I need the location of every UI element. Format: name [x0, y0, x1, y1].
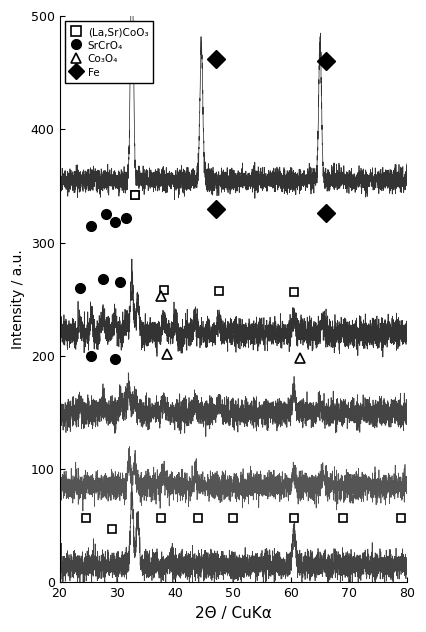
X-axis label: 2Θ / CuKα: 2Θ / CuKα	[195, 606, 272, 621]
Legend: (La,Sr)CoO₃, SrCrO₄, Co₃O₄, Fe: (La,Sr)CoO₃, SrCrO₄, Co₃O₄, Fe	[65, 21, 153, 83]
Y-axis label: Intensity / a.u.: Intensity / a.u.	[11, 250, 25, 349]
